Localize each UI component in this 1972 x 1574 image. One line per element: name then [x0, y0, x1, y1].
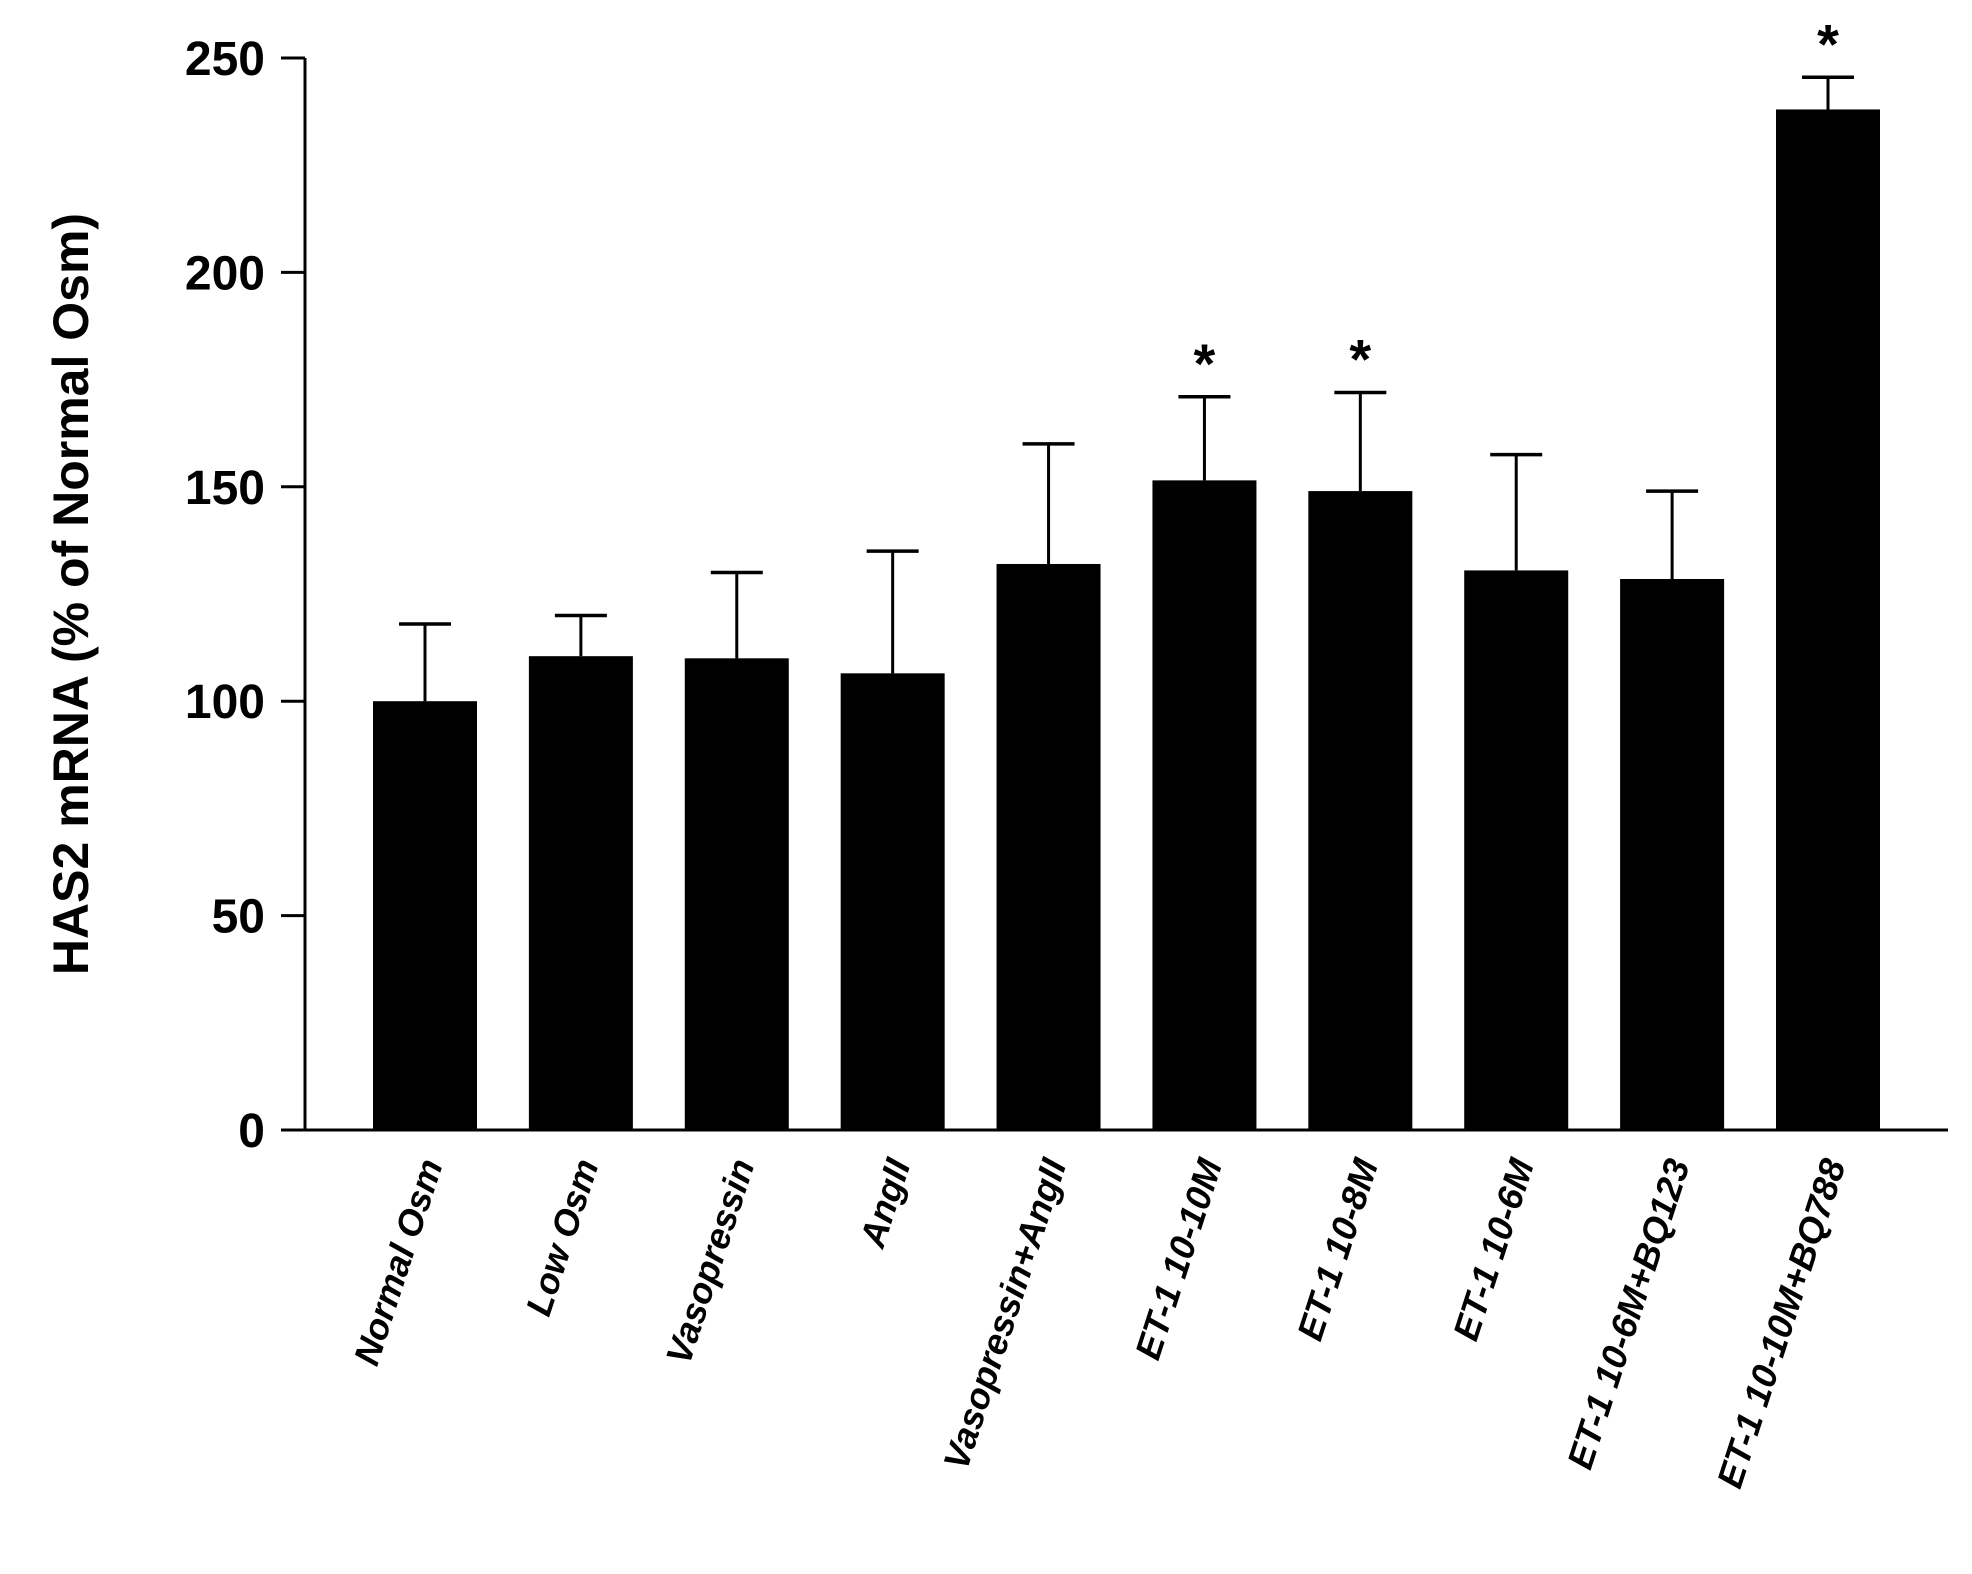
bar	[684, 658, 789, 1130]
x-tick-label: Vasopressin	[658, 1154, 763, 1369]
chart-marks: 0 50 100 150 200 250 Normal Osm Low Osm Vasopres…	[185, 12, 1948, 1493]
bar	[840, 673, 945, 1130]
bar	[996, 563, 1101, 1130]
y-tick-label: 250	[185, 33, 265, 86]
bar	[528, 656, 633, 1130]
bar	[1308, 491, 1413, 1130]
x-tick-label: ET-1 10-8M	[1289, 1153, 1386, 1345]
y-axis-label: HAS2 mRNA (% of Normal Osm)	[43, 213, 99, 975]
bar	[373, 701, 477, 1130]
x-tick-label: Vasopressin+AngII	[935, 1153, 1074, 1475]
bar	[1464, 570, 1569, 1130]
x-tick-label: ET-1 10-6M+BQ123	[1559, 1154, 1698, 1474]
x-tick-label: AngII	[851, 1153, 918, 1253]
bar	[1776, 109, 1880, 1131]
x-tick-label: ET-1 10-10M	[1127, 1153, 1231, 1365]
significance-marker: *	[1349, 327, 1371, 390]
x-tick-label: Normal Osm	[345, 1154, 450, 1370]
y-tick-label: 100	[185, 676, 265, 729]
x-tick-label: ET-1 10-10M+BQ788	[1709, 1154, 1854, 1493]
significance-marker: *	[1817, 12, 1839, 75]
y-tick-label: 0	[238, 1105, 265, 1158]
bar	[1152, 480, 1257, 1130]
x-tick-label: Low Osm	[517, 1154, 606, 1321]
y-tick-label: 150	[185, 462, 265, 515]
x-tick-label: ET-1 10-6M	[1445, 1153, 1542, 1345]
y-tick-label: 50	[212, 891, 265, 944]
significance-marker: *	[1194, 332, 1216, 395]
y-tick-label: 200	[185, 247, 265, 300]
bar	[1620, 578, 1725, 1130]
